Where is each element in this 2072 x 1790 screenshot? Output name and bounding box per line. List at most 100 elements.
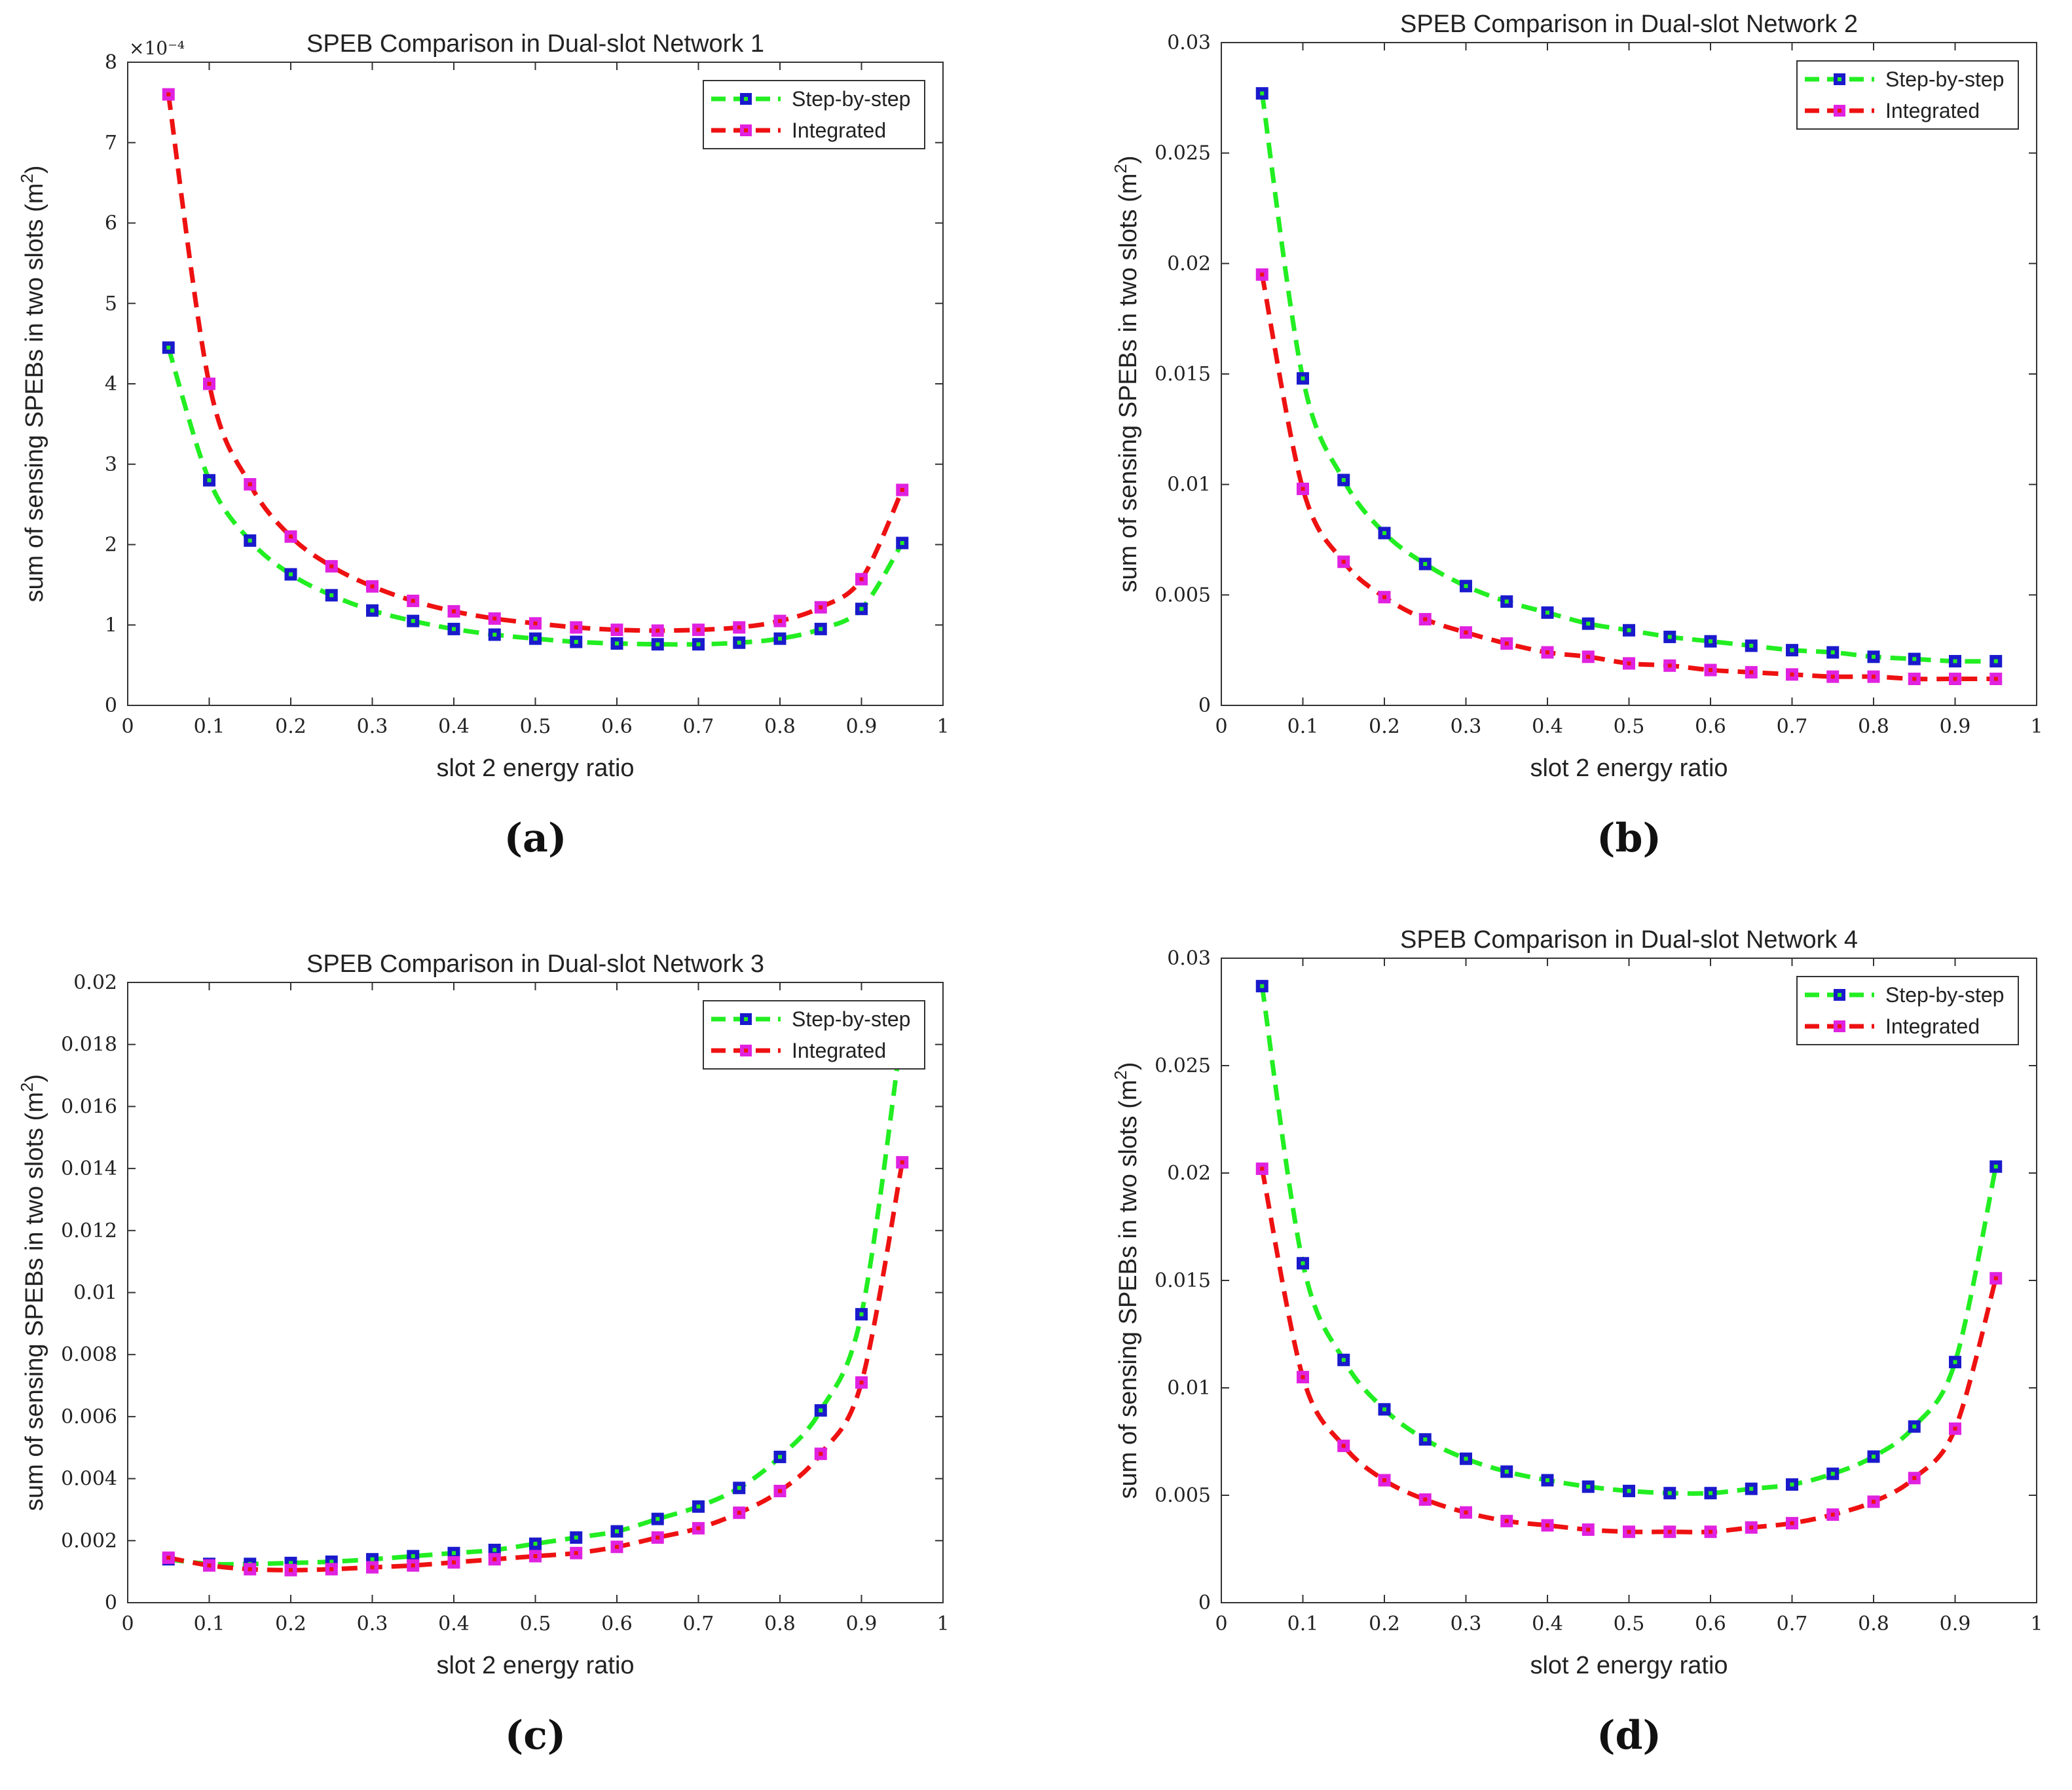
data-point-center (1993, 659, 1998, 663)
data-point-center (1301, 487, 1305, 491)
data-point-center (900, 541, 904, 546)
y-tick-label: 1 (105, 614, 117, 637)
data-point-center (1627, 628, 1631, 633)
x-tick-label: 0 (121, 1613, 134, 1635)
x-tick-label: 0.4 (438, 1613, 470, 1635)
legend-marker-center (1838, 993, 1841, 997)
data-point-center (1830, 675, 1835, 679)
y-tick-label: 0.01 (1167, 1377, 1211, 1400)
data-point-center (166, 1556, 171, 1560)
y-tick-label: 0.015 (1155, 1269, 1211, 1292)
x-tick-label: 0.2 (275, 715, 306, 738)
y-tick-label: 6 (105, 212, 117, 235)
data-point-center (492, 1557, 497, 1561)
data-point-center (615, 1529, 619, 1534)
data-point-center (411, 599, 415, 603)
x-tick-label: 0.7 (1777, 715, 1808, 738)
data-point-center (1504, 1469, 1509, 1474)
data-point-center (289, 572, 293, 576)
data-point-center (859, 1312, 864, 1316)
data-point-center (859, 606, 864, 611)
y-tick-label: 0.02 (1167, 1162, 1211, 1185)
legend-marker-center (744, 1049, 748, 1053)
panel-caption: (c) (505, 1713, 566, 1759)
y-tick-label: 0.01 (73, 1282, 117, 1305)
data-point-center (737, 641, 741, 645)
data-point-center (1627, 1529, 1631, 1534)
data-point-center (1260, 984, 1265, 988)
data-point-center (1341, 1358, 1346, 1362)
data-point-center (1912, 1476, 1917, 1480)
data-point-center (1953, 1360, 1957, 1364)
data-point-center (1260, 91, 1265, 96)
data-point-center (329, 564, 334, 569)
y-tick-label: 0.03 (1167, 947, 1211, 970)
data-point-center (819, 605, 823, 610)
x-tick-label: 0.4 (1532, 1613, 1563, 1635)
legend: Step-by-step Integrated (1796, 60, 2019, 130)
data-point-center (1790, 672, 1794, 677)
x-axis-label: slot 2 energy ratio (436, 1652, 634, 1679)
x-tick-label: 0.1 (1287, 715, 1319, 738)
data-point-center (329, 1567, 334, 1571)
data-point-center (1953, 1426, 1957, 1431)
data-point-center (1627, 661, 1631, 665)
series-line-step-by-step (168, 1028, 905, 1567)
chart-panel-3: 0 0.1 0.2 0.3 0.4 0.5 0.6 0.7 0.8 0.9 1 0 0.002 0.004… (17, 950, 950, 1759)
y-axis-label-superscript: 2 (17, 174, 37, 183)
x-tick-label: 0.1 (194, 1613, 225, 1635)
y-tick-label: 7 (105, 132, 117, 155)
data-point-center (1790, 648, 1794, 652)
y-axis-label: sum of sensing SPEBs in two slots (m2) (17, 1074, 48, 1511)
legend-label: Step-by-step (792, 87, 910, 111)
y-axis-label: sum of sensing SPEBs in two slots (m2) (1111, 155, 1142, 592)
x-tick-label: 0.6 (1695, 1613, 1726, 1635)
data-point-center (1382, 1478, 1386, 1483)
data-point-center (289, 1561, 293, 1565)
x-tick-label: 0.1 (1287, 1613, 1319, 1635)
data-point-center (574, 625, 578, 629)
legend: Step-by-step Integrated (1796, 976, 2019, 1045)
y-axis-label: sum of sensing SPEBs in two slots (m2) (17, 165, 48, 602)
y-tick-label: 0.025 (1155, 1054, 1211, 1077)
y-axis-label: sum of sensing SPEBs in two slots (m2) (1111, 1062, 1142, 1499)
y-axis-label-superscript: 2 (1111, 1070, 1130, 1079)
legend: Step-by-step Integrated (703, 1000, 925, 1070)
x-tick-label: 0.8 (764, 1613, 796, 1635)
data-point-center (1464, 1510, 1468, 1515)
y-tick-label: 0 (105, 1592, 117, 1614)
legend-marker-center (744, 97, 748, 101)
data-point-center (778, 1489, 782, 1493)
y-axis-label-superscript: 2 (17, 1083, 37, 1092)
y-tick-label: 0.005 (1155, 584, 1211, 606)
data-point-center (1341, 559, 1346, 564)
chart-title: SPEB Comparison in Dual-slot Network 3 (306, 950, 764, 978)
data-point-center (859, 577, 864, 582)
data-point-center (1912, 1425, 1917, 1429)
y-tick-label: 0.005 (1155, 1484, 1211, 1507)
data-point-center (1423, 617, 1428, 622)
y-tick-label: 5 (105, 292, 117, 315)
data-point-center (1260, 272, 1265, 277)
y-tick-label: 0.01 (1167, 474, 1211, 496)
x-tick-label: 0.2 (1369, 1613, 1400, 1635)
data-point-center (166, 345, 171, 350)
x-tick-label: 0.2 (1369, 715, 1400, 738)
data-point-center (1830, 1472, 1835, 1476)
plot-area (1221, 42, 2037, 706)
data-point-center (289, 534, 293, 539)
data-point-center (1423, 562, 1428, 567)
chart-title: SPEB Comparison in Dual-slot Network 2 (1400, 10, 1858, 38)
plot-area (127, 982, 944, 1603)
y-tick-label: 0.03 (1167, 31, 1211, 54)
x-tick-label: 0.5 (1614, 715, 1645, 738)
data-point-center (1586, 1484, 1591, 1489)
data-point-center (1749, 670, 1754, 675)
panel-caption: (b) (1597, 815, 1661, 861)
data-point-center (1953, 659, 1957, 663)
x-tick-label: 0.3 (357, 1613, 388, 1635)
data-point-center (615, 641, 619, 646)
x-tick-label: 0.7 (1777, 1613, 1808, 1635)
data-point-center (1993, 1165, 1998, 1169)
data-point-center (411, 619, 415, 624)
